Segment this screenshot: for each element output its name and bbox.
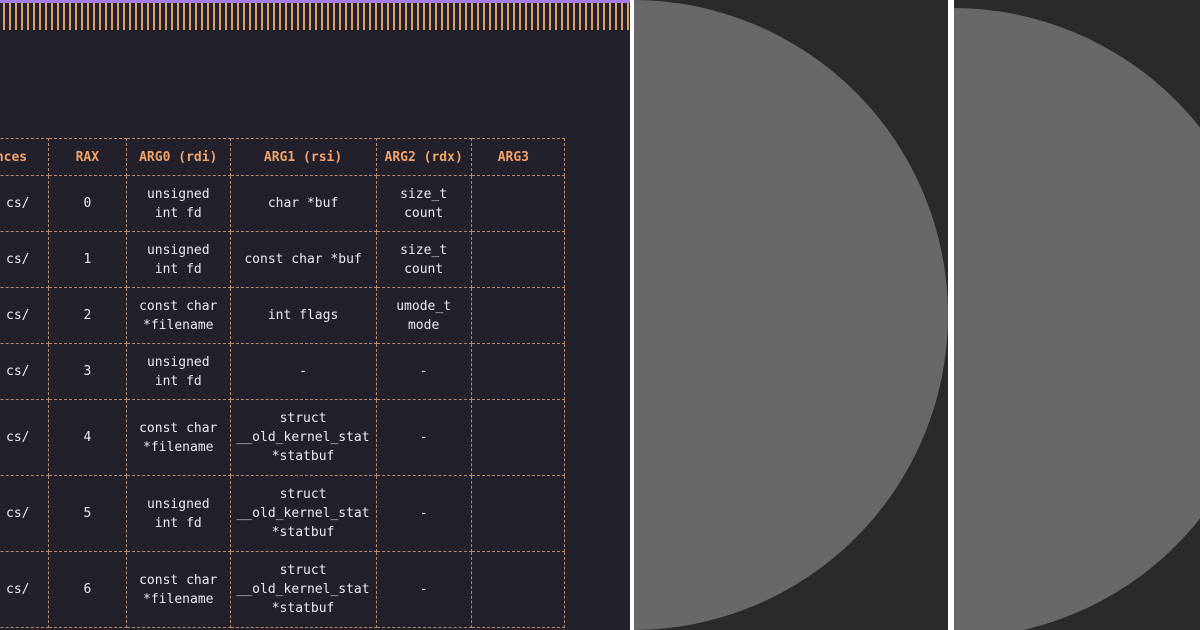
circle-panel-right — [954, 0, 1200, 630]
arg2-cell: size_t count — [375, 175, 472, 232]
rax-cell: 2 — [47, 287, 127, 344]
arg0-cell: const char *filename — [125, 399, 231, 476]
arg1-cell: int flags — [229, 287, 377, 344]
rax-cell: 1 — [47, 231, 127, 288]
header-arg1: ARG1 (rsi) — [229, 138, 377, 176]
header-references: ences — [0, 138, 49, 176]
half-circle-shape — [634, 0, 948, 630]
arg1-cell: const char *buf — [229, 231, 377, 288]
rax-cell: 5 — [47, 475, 127, 552]
table-row: cs/ 2 const char *filename int flags umo… — [0, 287, 566, 344]
arg1-cell: struct __old_kernel_stat *statbuf — [229, 551, 377, 628]
tick-ruler — [0, 3, 630, 30]
arg3-cell — [470, 231, 566, 288]
arg2-cell: size_t count — [375, 231, 472, 288]
header-rax: RAX — [47, 138, 127, 176]
arg2-cell: - — [375, 399, 472, 476]
table-row: cs/ 5 unsigned int fd struct __old_kerne… — [0, 475, 566, 552]
circle-panel-left — [634, 0, 948, 630]
arg2-cell: umode_t mode — [375, 287, 472, 344]
arg1-cell: struct __old_kernel_stat *statbuf — [229, 475, 377, 552]
rax-cell: 3 — [47, 343, 127, 400]
references-cell[interactable]: cs/ — [0, 399, 49, 476]
arg2-cell: - — [375, 475, 472, 552]
table-row: cs/ 4 const char *filename struct __old_… — [0, 399, 566, 476]
table-row: cs/ 0 unsigned int fd char *buf size_t c… — [0, 175, 566, 232]
references-cell[interactable]: cs/ — [0, 287, 49, 344]
arg2-cell: - — [375, 551, 472, 628]
arg0-cell: unsigned int fd — [125, 231, 231, 288]
rax-cell: 0 — [47, 175, 127, 232]
arg1-cell: - — [229, 343, 377, 400]
arg3-cell — [470, 551, 566, 628]
header-arg2: ARG2 (rdx) — [375, 138, 472, 176]
half-circle-shape — [954, 8, 1200, 630]
references-cell[interactable]: cs/ — [0, 551, 49, 628]
references-cell[interactable]: cs/ — [0, 343, 49, 400]
arg1-cell: char *buf — [229, 175, 377, 232]
header-arg3: ARG3 — [470, 138, 566, 176]
table-row: cs/ 3 unsigned int fd - - — [0, 343, 566, 400]
arg3-cell — [470, 399, 566, 476]
arg0-cell: const char *filename — [125, 551, 231, 628]
table-header-row: ences RAX ARG0 (rdi) ARG1 (rsi) ARG2 (rd… — [0, 138, 566, 176]
arg0-cell: unsigned int fd — [125, 343, 231, 400]
table-row: cs/ 6 const char *filename struct __old_… — [0, 551, 566, 628]
references-cell[interactable]: cs/ — [0, 175, 49, 232]
rax-cell: 6 — [47, 551, 127, 628]
arg0-cell: unsigned int fd — [125, 175, 231, 232]
arg2-cell: - — [375, 343, 472, 400]
table-screenshot-panel: ences RAX ARG0 (rdi) ARG1 (rsi) ARG2 (rd… — [0, 0, 630, 630]
references-cell[interactable]: cs/ — [0, 475, 49, 552]
arg0-cell: const char *filename — [125, 287, 231, 344]
syscall-table: ences RAX ARG0 (rdi) ARG1 (rsi) ARG2 (rd… — [0, 138, 566, 628]
arg0-cell: unsigned int fd — [125, 475, 231, 552]
arg3-cell — [470, 343, 566, 400]
references-cell[interactable]: cs/ — [0, 231, 49, 288]
arg3-cell — [470, 287, 566, 344]
rax-cell: 4 — [47, 399, 127, 476]
accent-strip — [0, 0, 630, 3]
table-row: cs/ 1 unsigned int fd const char *buf si… — [0, 231, 566, 288]
arg3-cell — [470, 475, 566, 552]
header-arg0: ARG0 (rdi) — [125, 138, 231, 176]
arg1-cell: struct __old_kernel_stat *statbuf — [229, 399, 377, 476]
arg3-cell — [470, 175, 566, 232]
